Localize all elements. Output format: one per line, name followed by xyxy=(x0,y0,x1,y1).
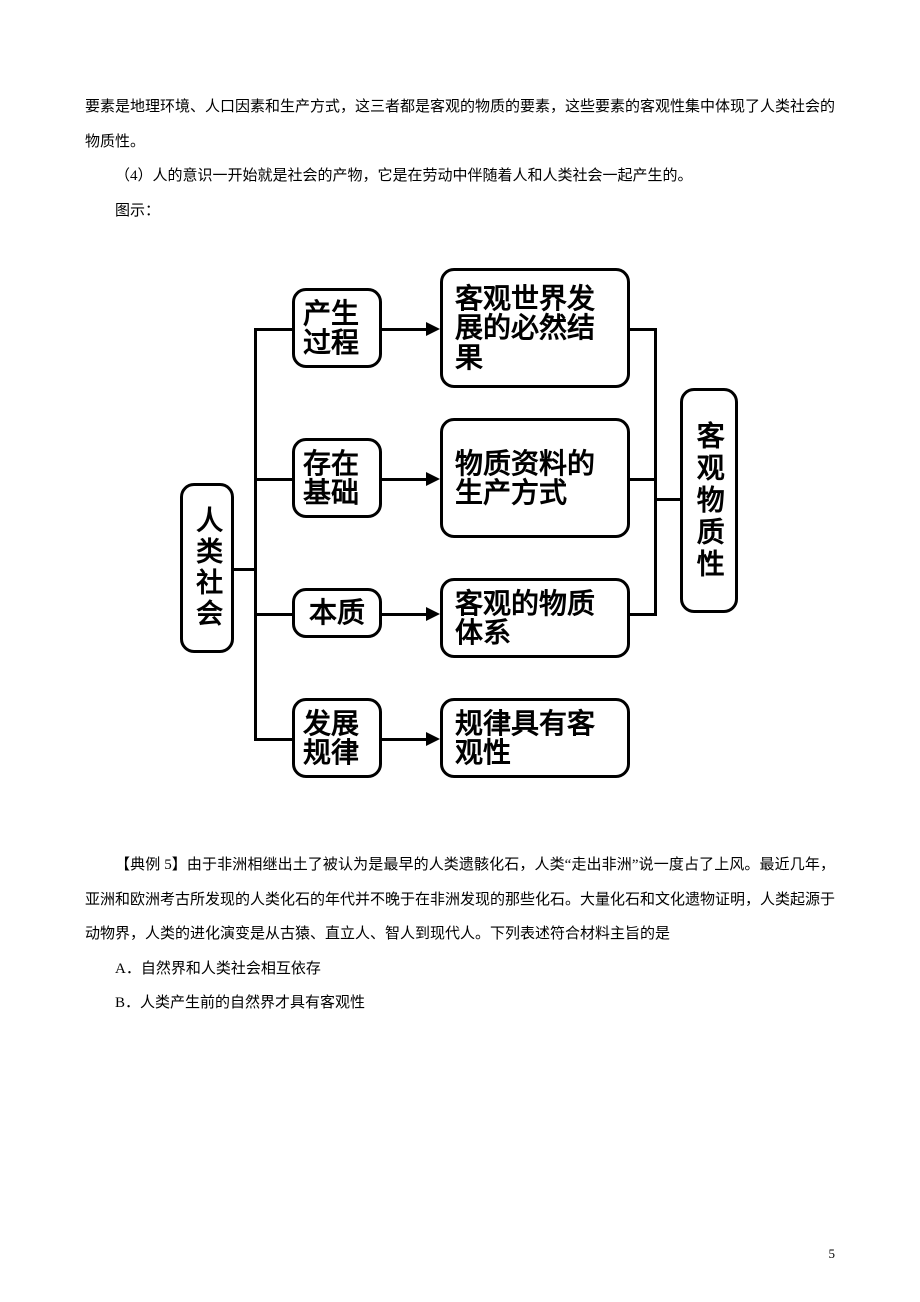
connector xyxy=(382,613,426,616)
connector xyxy=(254,738,292,741)
node-mode-label: 物质资料的生产方式 xyxy=(455,449,615,508)
node-summary-label: 客观物质性 xyxy=(694,421,723,581)
node-law-label: 发展规律 xyxy=(303,709,371,768)
example-prefix: 【典例 5】 xyxy=(115,857,187,873)
arrow-icon xyxy=(426,732,440,746)
flowchart: 人类社会 产生过程 存在基础 本质 发展规律 客观世界发展的必然结果 物质资料的… xyxy=(180,258,740,828)
node-root: 人类社会 xyxy=(180,483,234,653)
node-system-label: 客观的物质体系 xyxy=(455,589,615,648)
connector xyxy=(630,478,654,481)
node-result: 客观世界发展的必然结果 xyxy=(440,268,630,388)
connector xyxy=(254,613,292,616)
connector xyxy=(654,328,657,616)
node-system: 客观的物质体系 xyxy=(440,578,630,658)
node-essence: 本质 xyxy=(292,588,382,638)
node-process-label: 产生过程 xyxy=(303,299,371,358)
connector xyxy=(382,478,426,481)
arrow-icon xyxy=(426,322,440,336)
diagram-label: 图示： xyxy=(85,194,835,229)
connector xyxy=(382,328,426,331)
connector xyxy=(630,613,654,616)
paragraph-continuation: 要素是地理环境、人口因素和生产方式，这三者都是客观的物质的要素，这些要素的客观性… xyxy=(85,90,835,159)
connector xyxy=(382,738,426,741)
paragraph-point-4: （4）人的意识一开始就是社会的产物，它是在劳动中伴随着人和人类社会一起产生的。 xyxy=(85,159,835,194)
node-law: 发展规律 xyxy=(292,698,382,778)
node-basis: 存在基础 xyxy=(292,438,382,518)
node-objectivity-label: 规律具有客观性 xyxy=(455,709,615,768)
arrow-icon xyxy=(426,607,440,621)
connector xyxy=(254,328,257,740)
node-essence-label: 本质 xyxy=(309,598,365,627)
connector xyxy=(254,478,292,481)
option-b: B．人类产生前的自然界才具有客观性 xyxy=(85,986,835,1021)
example-body: 由于非洲相继出土了被认为是最早的人类遗骸化石，人类“走出非洲”说一度占了上风。最… xyxy=(85,857,835,942)
node-process: 产生过程 xyxy=(292,288,382,368)
node-result-label: 客观世界发展的必然结果 xyxy=(455,284,615,372)
node-root-label: 人类社会 xyxy=(193,506,221,630)
node-basis-label: 存在基础 xyxy=(303,449,371,508)
node-summary: 客观物质性 xyxy=(680,388,738,613)
connector xyxy=(654,498,680,501)
node-objectivity: 规律具有客观性 xyxy=(440,698,630,778)
page-number: 5 xyxy=(829,1246,836,1262)
connector xyxy=(234,568,254,571)
arrow-icon xyxy=(426,472,440,486)
example-5: 【典例 5】由于非洲相继出土了被认为是最早的人类遗骸化石，人类“走出非洲”说一度… xyxy=(85,848,835,952)
connector xyxy=(630,328,654,331)
connector xyxy=(254,328,292,331)
option-a: A．自然界和人类社会相互依存 xyxy=(85,952,835,987)
diagram-container: 人类社会 产生过程 存在基础 本质 发展规律 客观世界发展的必然结果 物质资料的… xyxy=(85,228,835,848)
node-mode: 物质资料的生产方式 xyxy=(440,418,630,538)
